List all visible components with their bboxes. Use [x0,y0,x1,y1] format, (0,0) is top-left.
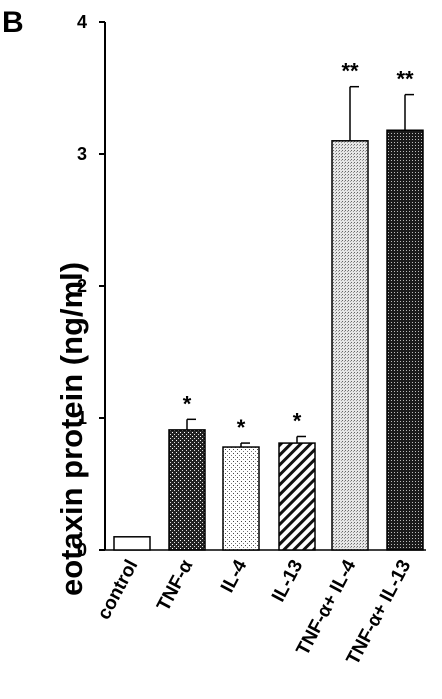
y-axis-label: eotaxin protein (ng/ml) [54,262,89,596]
significance-marker: ** [341,59,359,84]
significance-marker: * [293,408,302,433]
bar-3 [222,446,260,551]
y-tick-label: 4 [77,12,87,32]
category-label: TNF-α [153,556,197,615]
y-tick-label: 2 [77,276,87,296]
bars: ** *** ** [113,59,424,551]
category-label: IL-13 [268,556,307,605]
axes: 0 1 2 3 4 [77,12,426,560]
y-tick-label: 1 [77,408,87,428]
bar-4 [278,442,316,551]
y-tick-label: 0 [77,540,87,560]
bar-6 [386,129,424,551]
significance-marker: * [237,415,246,440]
y-tick-label: 3 [77,144,87,164]
significance-marker: * [183,391,192,416]
category-label: control [94,556,143,623]
bar-1 [113,536,151,551]
significance-marker: ** [396,67,414,92]
panel-label: B [2,6,24,39]
bar-5 [331,140,369,551]
bar-2 [168,429,206,551]
category-label: IL-4 [217,556,252,596]
